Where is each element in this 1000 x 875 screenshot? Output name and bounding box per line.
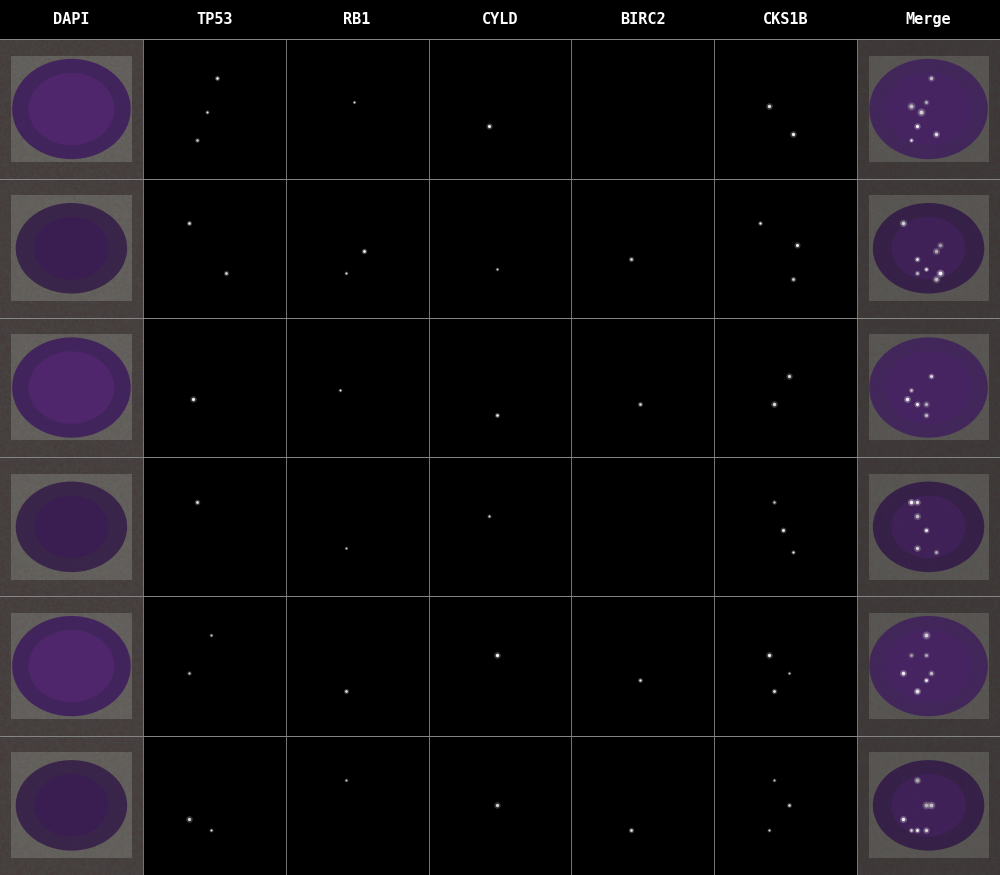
Text: Merge: Merge [906,12,951,27]
Text: TP53: TP53 [196,12,233,27]
Ellipse shape [891,217,966,280]
Ellipse shape [12,616,131,717]
Ellipse shape [29,630,114,703]
Ellipse shape [891,495,966,558]
Ellipse shape [873,203,984,293]
Ellipse shape [12,59,131,159]
Text: RB1: RB1 [343,12,371,27]
Text: BIRC2: BIRC2 [620,12,666,27]
Ellipse shape [869,59,988,159]
Ellipse shape [873,481,984,572]
Ellipse shape [886,352,971,424]
Ellipse shape [869,338,988,438]
Ellipse shape [29,73,114,145]
Ellipse shape [891,774,966,836]
Ellipse shape [16,203,127,293]
Text: DAPI: DAPI [53,12,90,27]
Ellipse shape [34,774,109,836]
Ellipse shape [873,760,984,850]
Ellipse shape [29,352,114,424]
Ellipse shape [16,481,127,572]
Ellipse shape [869,616,988,717]
Ellipse shape [34,495,109,558]
Text: CKS1B: CKS1B [763,12,809,27]
Ellipse shape [886,73,971,145]
Ellipse shape [886,630,971,703]
Text: CYLD: CYLD [482,12,518,27]
Ellipse shape [16,760,127,850]
Ellipse shape [12,338,131,438]
Ellipse shape [34,217,109,280]
